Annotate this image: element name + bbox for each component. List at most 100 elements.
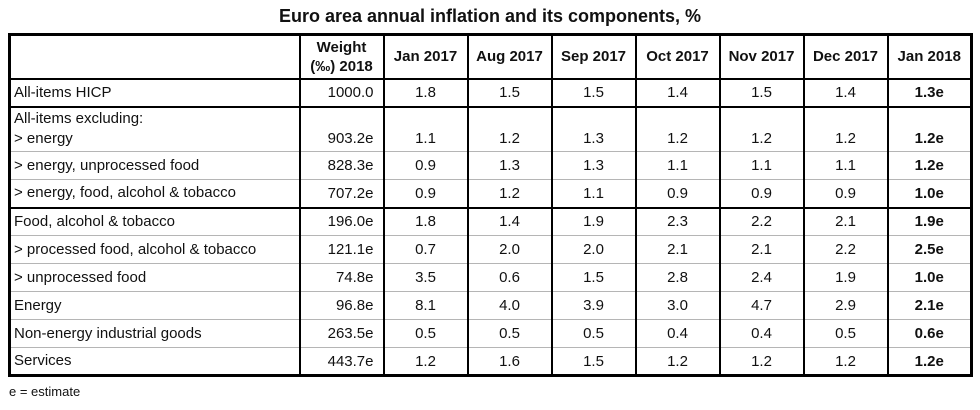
weight-cell: 96.8e [298,291,384,320]
table-row: > processed food, alcohol & tobacco 121.… [9,235,972,264]
value-cell: 0.5 [802,319,888,348]
value-cell: 0.9 [382,179,468,208]
value-cell: 2.1e [886,291,972,320]
row-label-cell: Services [9,347,300,376]
value-cell: 1.9 [550,206,636,236]
row-label: Services [14,352,72,369]
value-cell: 1.3e [886,78,972,107]
table-row: All-items HICP 1000.0 1.8 1.5 1.5 1.4 1.… [10,78,972,107]
header-month: Aug 2017 [466,34,552,80]
header-empty-cell [9,34,300,80]
value-cell: 1.1 [550,179,636,208]
value-cell: 1.5 [718,78,804,107]
header-month: Jan 2018 [886,34,972,80]
value-cell: 1.3 [550,151,636,180]
value-cell: 0.5 [382,319,468,348]
weight-cell: 196.0e [298,206,384,236]
value-cell: 1.2 [466,179,552,208]
value-cell: 1.8 [382,78,468,107]
value-cell: 1.2 [802,347,888,376]
value-cell: 1.5 [550,347,636,376]
row-label: All-items excluding: [14,110,144,128]
weight-cell: 828.3e [298,151,384,180]
value-cell: 1.3 [550,105,636,152]
value-cell: 2.0 [466,235,552,264]
value-cell: 1.2 [382,347,468,376]
header-month: Dec 2017 [802,34,888,80]
value-cell: 1.9e [886,206,972,236]
weight-cell: 443.7e [298,347,384,376]
value-cell: 1.1 [802,151,888,180]
weight-cell: 263.5e [298,319,384,348]
row-label-cell: > unprocessed food [9,263,300,292]
value-cell: 2.1 [634,235,720,264]
header-row: Weight (‰) 2018 Jan 2017 Aug 2017 Sep 20… [9,34,972,80]
value-cell: 2.2 [718,206,804,236]
row-label: All-items HICP [14,83,112,101]
row-sublabel: > energy [14,130,73,148]
table-header: Weight (‰) 2018 Jan 2017 Aug 2017 Sep 20… [9,34,972,80]
value-cell: 1.9 [802,263,888,292]
table-row: > energy, unprocessed food 828.3e 0.9 1.… [9,151,972,180]
value-cell: 1.2 [718,347,804,376]
value-cell: 0.9 [634,179,720,208]
value-cell: 0.6 [466,263,552,292]
value-cell: 0.4 [718,319,804,348]
value-cell: 2.4 [718,263,804,292]
value-cell: 3.5 [382,263,468,292]
value-cell: 1.0e [886,263,972,292]
row-label: > processed food, alcohol & tobacco [14,240,257,258]
row-label: Food, alcohol & tobacco [14,212,175,230]
value-cell: 2.2 [802,235,888,264]
weight-cell: 903.2e [298,105,384,152]
weight-cell: 1000.0 [298,78,384,107]
row-label: > energy, unprocessed food [14,156,200,174]
value-cell: 1.5 [550,78,636,107]
table-row: Services 443.7e 1.2 1.6 1.5 1.2 1.2 1.2 … [9,347,972,376]
header-month: Jan 2017 [382,34,468,80]
row-label-cell: Non-energy industrial goods [9,319,300,348]
value-cell: 8.1 [382,291,468,320]
row-label-cell: > energy, food, alcohol & tobacco [9,179,300,208]
value-cell: 1.5 [550,263,636,292]
value-cell: 2.8 [634,263,720,292]
row-label-cell: Food, alcohol & tobacco [9,206,300,236]
table-row: > unprocessed food 74.8e 3.5 0.6 1.5 2.8… [9,263,972,292]
value-cell: 1.3 [466,151,552,180]
value-cell: 2.3 [634,206,720,236]
value-cell: 2.5e [886,235,972,264]
value-cell: 1.4 [466,206,552,236]
page-title: Euro area annual inflation and its compo… [278,6,702,26]
value-cell: 1.6 [466,347,552,376]
footnote-estimate: e = estimate [9,384,81,399]
value-cell: 1.1 [634,151,720,180]
row-label-cell: > processed food, alcohol & tobacco [9,235,300,264]
row-label: Energy [14,296,62,314]
value-cell: 0.5 [550,319,636,348]
weight-cell: 707.2e [298,179,384,208]
value-cell: 1.2 [802,105,888,152]
table-row: Food, alcohol & tobacco 196.0e 1.8 1.4 1… [9,206,972,236]
value-cell: 1.5 [466,78,552,107]
value-cell: 4.0 [466,291,552,320]
row-label: > energy, food, alcohol & tobacco [14,184,236,202]
value-cell: 0.5 [466,319,552,348]
weight-cell: 74.8e [298,263,384,292]
row-label: Non-energy industrial goods [14,324,202,342]
value-cell: 3.0 [634,291,720,320]
value-cell: 1.2e [886,151,972,180]
value-cell: 1.4 [802,78,888,107]
value-cell: 1.2e [886,347,972,376]
header-month: Sep 2017 [550,34,636,80]
row-label-cell: All-items excluding: > energy [9,105,300,152]
value-cell: 0.7 [382,235,468,264]
weight-cell: 121.1e [298,235,384,264]
value-cell: 3.9 [550,291,636,320]
header-weight: Weight (‰) 2018 [298,34,384,80]
row-label-cell: > energy, unprocessed food [9,151,300,180]
value-cell: 2.9 [802,291,888,320]
value-cell: 4.7 [718,291,804,320]
value-cell: 0.9 [382,151,468,180]
value-cell: 1.2e [886,105,972,152]
